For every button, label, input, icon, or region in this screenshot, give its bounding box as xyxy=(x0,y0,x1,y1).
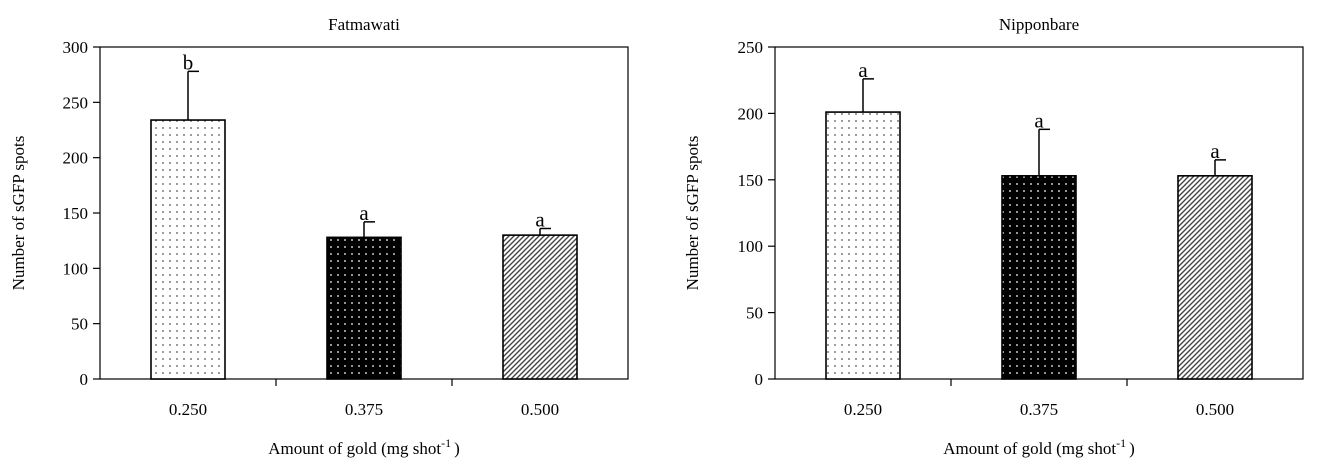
x-axis-label-superscript: -1 xyxy=(1116,436,1126,450)
y-tick-label: 150 xyxy=(63,204,89,223)
significance-label: a xyxy=(535,207,545,231)
y-tick-label: 50 xyxy=(71,315,88,334)
y-tick-label: 200 xyxy=(738,104,764,123)
y-axis-label: Number of sGFP spots xyxy=(9,136,28,291)
x-axis-label: Amount of gold (mg shot-1) xyxy=(268,436,460,458)
y-tick-label: 200 xyxy=(63,149,89,168)
significance-label: a xyxy=(1210,139,1220,163)
bar-0.500 xyxy=(1177,175,1253,380)
chart-title: Nipponbare xyxy=(999,15,1079,34)
x-axis-label-main: Amount of gold (mg shot xyxy=(268,439,441,458)
x-tick-label: 0.375 xyxy=(1020,400,1058,419)
x-tick-label: 0.375 xyxy=(345,400,383,419)
y-tick-label: 100 xyxy=(738,237,764,256)
fatmawati-panel: Fatmawati 0 50 100 150 200 250 300 b 0.250 a 0.375 a… xyxy=(9,15,629,458)
bar-0.500 xyxy=(502,234,578,380)
significance-label: a xyxy=(1034,108,1044,132)
y-tick-label: 250 xyxy=(63,93,89,112)
x-tick-label: 0.500 xyxy=(521,400,559,419)
y-tick-label: 150 xyxy=(738,171,764,190)
x-axis-label-main: Amount of gold (mg shot xyxy=(943,439,1116,458)
y-axis-label: Number of sGFP spots xyxy=(683,136,702,291)
x-axis-label-suffix: ) xyxy=(1129,439,1135,458)
bar-0.250 xyxy=(825,111,901,380)
x-axis-label-suffix: ) xyxy=(454,439,460,458)
significance-label: b xyxy=(183,50,194,74)
bar-0.375 xyxy=(1001,175,1077,380)
chart-title: Fatmawati xyxy=(328,15,400,34)
y-tick-label: 0 xyxy=(755,370,764,389)
bar-0.250 xyxy=(150,119,226,380)
significance-label: a xyxy=(359,201,369,225)
x-tick-label: 0.250 xyxy=(844,400,882,419)
y-tick-label: 100 xyxy=(63,259,89,278)
y-tick-label: 250 xyxy=(738,38,764,57)
nipponbare-panel: Nipponbare 0 50 100 150 200 250 a 0.250 a 0.375 a 0.… xyxy=(683,15,1304,458)
x-tick-label: 0.500 xyxy=(1196,400,1234,419)
x-axis-label: Amount of gold (mg shot-1) xyxy=(943,436,1135,458)
y-tick-label: 50 xyxy=(746,304,763,323)
x-axis-label-superscript: -1 xyxy=(441,436,451,450)
y-tick-label: 0 xyxy=(80,370,89,389)
bar-0.375 xyxy=(326,236,402,380)
x-tick-label: 0.250 xyxy=(169,400,207,419)
y-tick-label: 300 xyxy=(63,38,89,57)
significance-label: a xyxy=(858,58,868,82)
